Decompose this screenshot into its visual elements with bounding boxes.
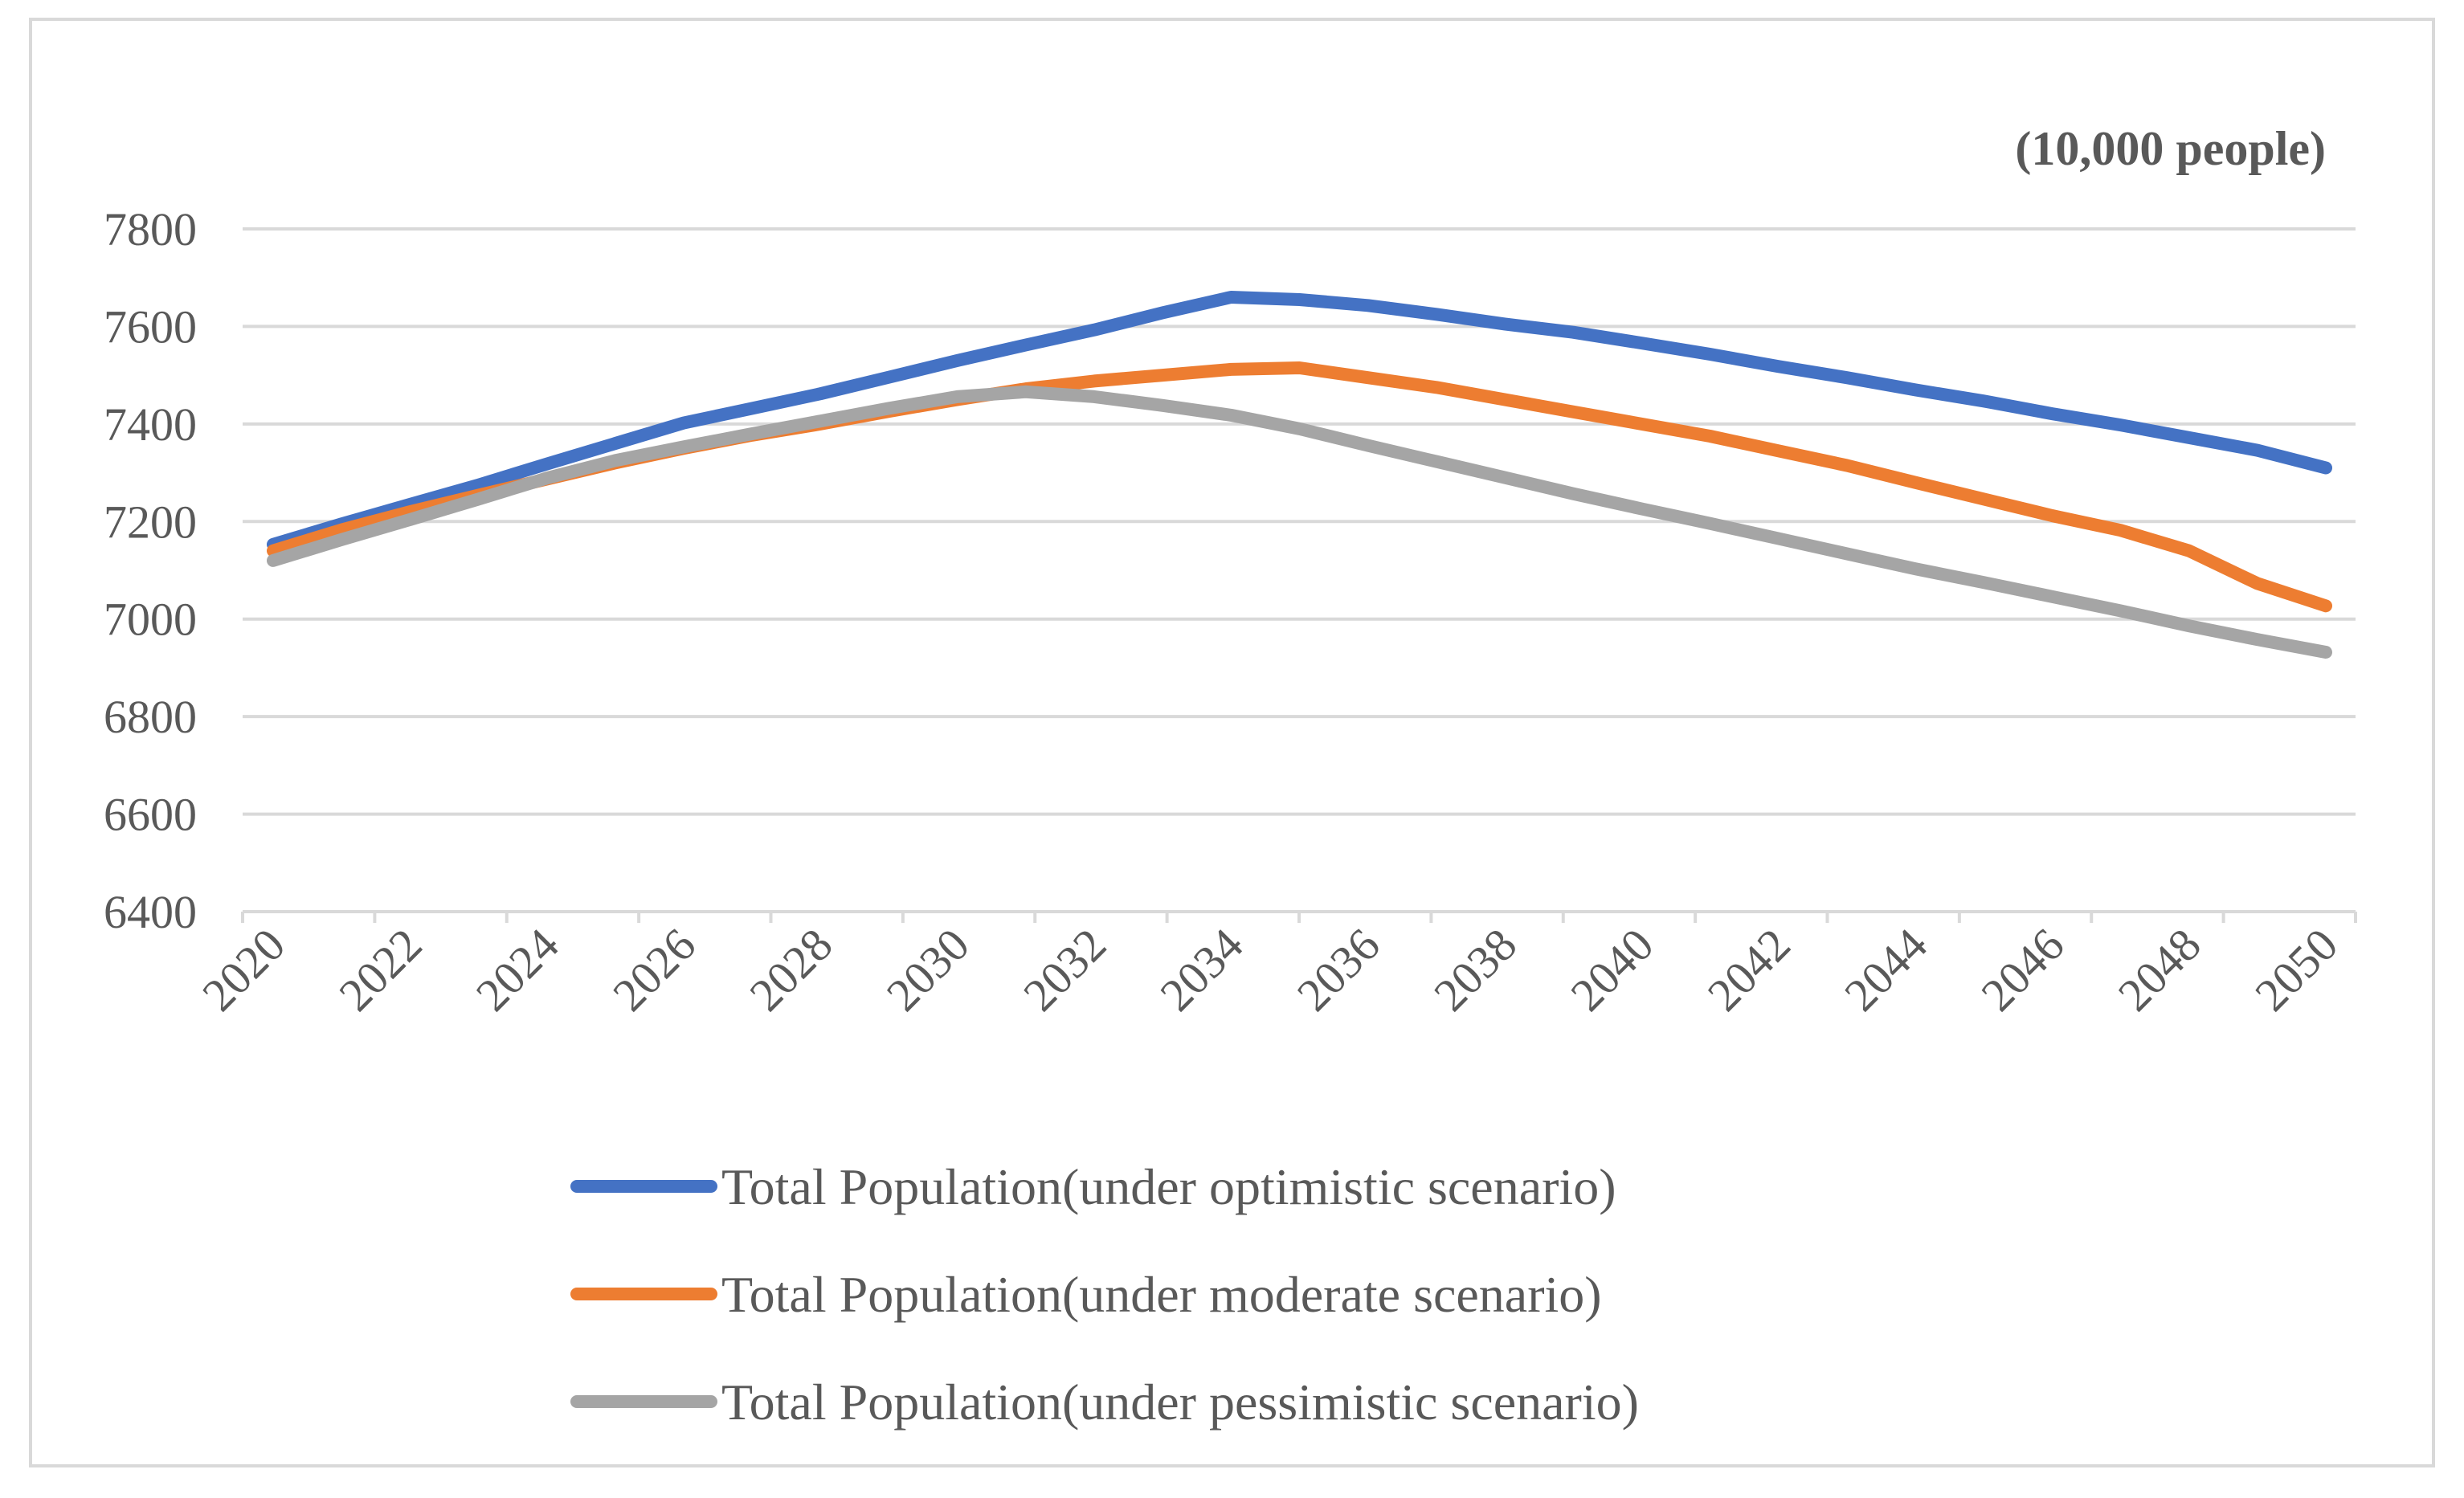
series-line-3 (267, 385, 2332, 659)
x-tick-label: 2030 (876, 918, 979, 1021)
x-tick-label: 2048 (2108, 918, 2211, 1021)
legend-label: Total Population(under moderate scenario… (721, 1266, 1602, 1323)
y-tick-label: 6800 (104, 691, 197, 743)
x-tick-label: 2022 (329, 918, 432, 1021)
x-tick-label: 2024 (466, 918, 569, 1021)
x-tick-label: 2044 (1834, 918, 1937, 1021)
x-tick-label: 2046 (1972, 918, 2074, 1021)
y-tick-label: 6600 (104, 789, 197, 841)
x-tick-label: 2040 (1561, 918, 1664, 1021)
x-tick-label: 2036 (1287, 918, 1390, 1021)
y-tick-label: 7800 (104, 203, 197, 255)
x-tick-label: 2020 (192, 918, 295, 1021)
y-tick-label: 7400 (104, 398, 197, 451)
y-tick-label: 7600 (104, 300, 197, 353)
legend-label: Total Population(under pessimistic scena… (721, 1374, 1639, 1431)
x-tick-label: 2042 (1698, 918, 1800, 1021)
x-tick-label: 2034 (1150, 918, 1253, 1021)
gridlines (243, 227, 2356, 816)
x-tick-label: 2032 (1013, 918, 1116, 1021)
series-line-1 (267, 291, 2332, 551)
series-lines (267, 291, 2332, 659)
x-axis (241, 910, 2357, 923)
chart-frame (29, 18, 2435, 1467)
x-tick-label: 2026 (603, 918, 705, 1021)
legend: Total Population(under optimistic scenar… (570, 1158, 1639, 1431)
x-axis-tick-labels: 2020 2022 2024 2026 2028 2030 2032 2034 2036 2038… (192, 918, 2348, 1021)
legend-label: Total Population(under optimistic scenar… (721, 1158, 1616, 1215)
y-tick-label: 6400 (104, 886, 197, 938)
x-tick-label: 2038 (1424, 918, 1526, 1021)
x-tick-label: 2028 (740, 918, 843, 1021)
y-axis: 6400 6600 6800 7000 7200 7400 7600 7800 (104, 203, 197, 938)
y-tick-label: 7200 (104, 496, 197, 548)
y-tick-label: 7000 (104, 594, 197, 646)
x-tick-label: 2050 (2245, 918, 2348, 1021)
unit-label: (10,000 people) (2015, 122, 2326, 175)
